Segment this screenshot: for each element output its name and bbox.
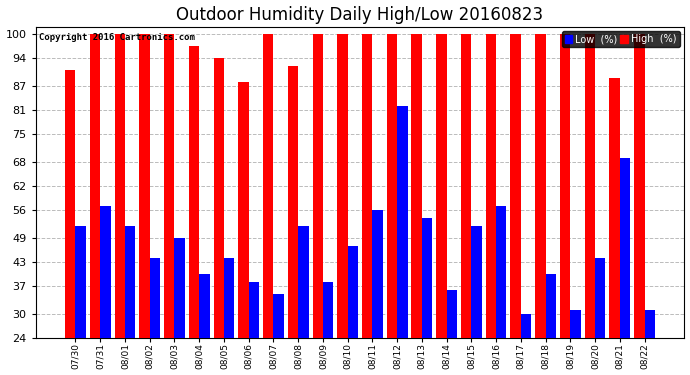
Bar <box>263 34 273 338</box>
Bar <box>461 34 471 338</box>
Bar <box>189 46 199 338</box>
Bar <box>175 238 185 338</box>
Bar <box>313 34 323 338</box>
Bar <box>546 274 556 338</box>
Bar <box>298 226 308 338</box>
Bar <box>65 70 75 338</box>
Bar <box>634 34 644 338</box>
Bar <box>164 34 175 338</box>
Bar <box>595 258 605 338</box>
Bar <box>213 58 224 338</box>
Bar <box>100 206 110 338</box>
Text: Copyright 2016 Cartronics.com: Copyright 2016 Cartronics.com <box>39 33 195 42</box>
Legend: Low  (%), High  (%): Low (%), High (%) <box>562 32 680 47</box>
Bar <box>75 226 86 338</box>
Bar <box>511 34 521 338</box>
Bar <box>584 34 595 338</box>
Bar <box>238 82 248 338</box>
Bar <box>273 294 284 338</box>
Bar <box>571 310 581 338</box>
Bar <box>248 282 259 338</box>
Bar <box>436 34 446 338</box>
Bar <box>362 34 373 338</box>
Bar <box>560 34 571 338</box>
Bar <box>337 34 348 338</box>
Title: Outdoor Humidity Daily High/Low 20160823: Outdoor Humidity Daily High/Low 20160823 <box>177 6 544 24</box>
Bar <box>521 314 531 338</box>
Bar <box>373 210 383 338</box>
Bar <box>535 34 546 338</box>
Bar <box>644 310 655 338</box>
Bar <box>139 34 150 338</box>
Bar <box>486 34 496 338</box>
Bar <box>224 258 235 338</box>
Bar <box>150 258 160 338</box>
Bar <box>323 282 333 338</box>
Bar <box>90 34 100 338</box>
Bar <box>125 226 135 338</box>
Bar <box>288 66 298 338</box>
Bar <box>397 106 408 338</box>
Bar <box>471 226 482 338</box>
Bar <box>609 78 620 338</box>
Bar <box>115 34 125 338</box>
Bar <box>386 34 397 338</box>
Bar <box>620 158 630 338</box>
Bar <box>422 218 432 338</box>
Bar <box>411 34 422 338</box>
Bar <box>446 290 457 338</box>
Bar <box>348 246 358 338</box>
Bar <box>496 206 506 338</box>
Bar <box>199 274 210 338</box>
